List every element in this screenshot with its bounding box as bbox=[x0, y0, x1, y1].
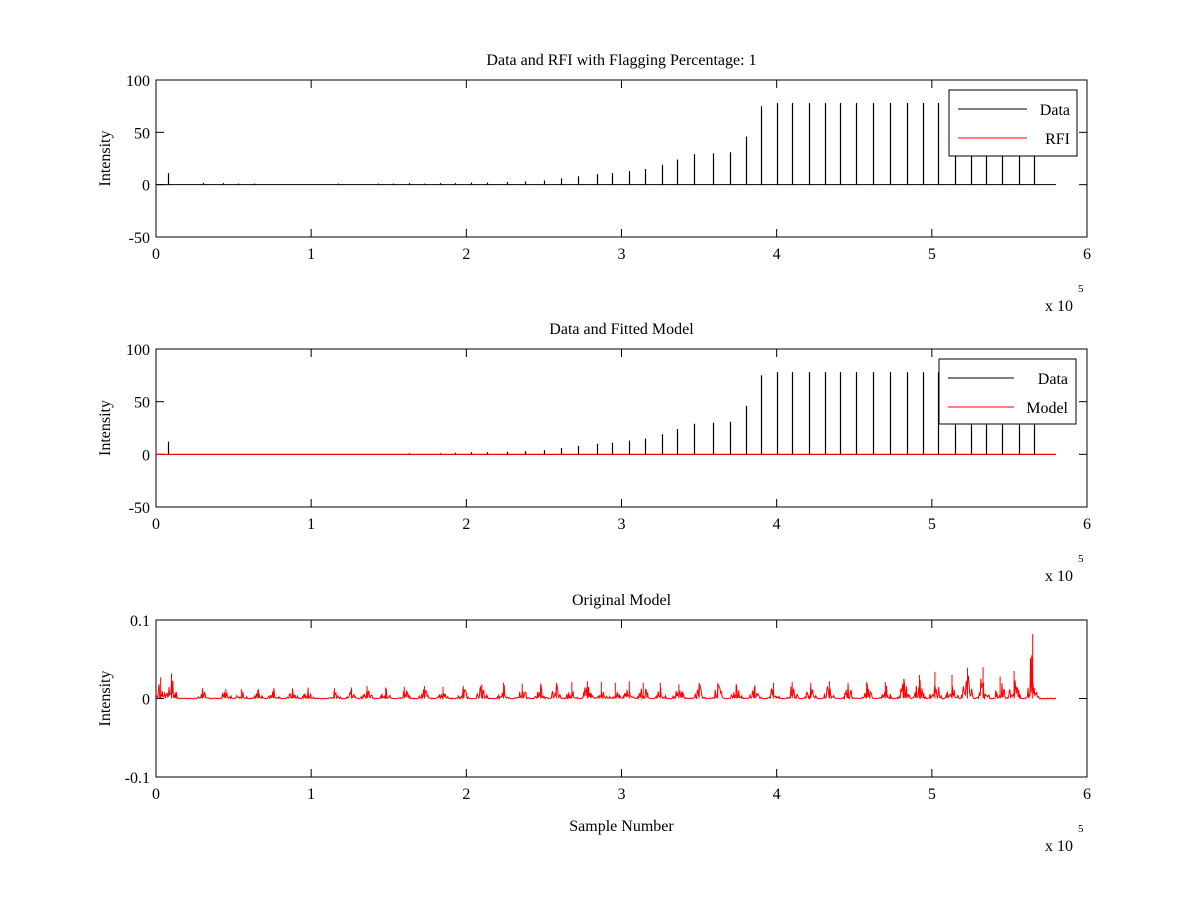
x-tick-label: 6 bbox=[1083, 516, 1091, 533]
plot-area bbox=[156, 634, 1057, 701]
legend-label: Model bbox=[1026, 400, 1068, 417]
y-tick-label: 100 bbox=[126, 73, 150, 90]
y-tick-label: 0 bbox=[142, 178, 150, 195]
y-tick-label: -50 bbox=[129, 230, 150, 247]
legend: Data Model bbox=[938, 358, 1077, 425]
x-tick-label: 2 bbox=[462, 786, 470, 803]
legend-label: RFI bbox=[1045, 131, 1070, 148]
y-axis-label: Intensity bbox=[97, 671, 114, 727]
x-multiplier-exponent: 5 bbox=[1078, 553, 1084, 565]
y-tick-label: -50 bbox=[129, 500, 150, 517]
x-tick-label: 1 bbox=[307, 516, 315, 533]
x-axis-label: Sample Number bbox=[569, 818, 674, 835]
x-tick-label: 2 bbox=[462, 246, 470, 263]
chart-title: Data and RFI with Flagging Percentage: 1 bbox=[486, 52, 756, 69]
y-tick-label: 0 bbox=[142, 447, 150, 464]
x-multiplier-exponent: 5 bbox=[1078, 823, 1084, 835]
x-tick-label: 0 bbox=[152, 516, 160, 533]
y-tick-label: -0.1 bbox=[125, 770, 150, 787]
legend-box bbox=[938, 358, 1077, 425]
x-tick-label: 6 bbox=[1083, 246, 1091, 263]
x-tick-label: 0 bbox=[152, 786, 160, 803]
x-multiplier-exponent: 5 bbox=[1078, 283, 1084, 295]
x-tick-label: 4 bbox=[773, 246, 781, 263]
y-axis-label: Intensity bbox=[97, 131, 114, 187]
x-tick-label: 4 bbox=[773, 516, 781, 533]
chart-title: Original Model bbox=[572, 592, 672, 609]
y-tick-label: 0.1 bbox=[130, 613, 150, 630]
legend-label: Data bbox=[1040, 102, 1070, 119]
legend-label: Data bbox=[1038, 371, 1068, 388]
chart-title: Data and Fitted Model bbox=[549, 321, 694, 338]
x-tick-label: 1 bbox=[307, 786, 315, 803]
x-tick-label: 3 bbox=[618, 516, 626, 533]
y-tick-label: 100 bbox=[126, 342, 150, 359]
x-tick-label: 3 bbox=[618, 246, 626, 263]
x-tick-label: 0 bbox=[152, 246, 160, 263]
x-tick-label: 5 bbox=[928, 246, 936, 263]
model-trace bbox=[156, 655, 1057, 701]
x-tick-label: 6 bbox=[1083, 786, 1091, 803]
x-tick-label: 3 bbox=[618, 786, 626, 803]
axes-frame bbox=[155, 79, 1088, 238]
x-tick-label: 4 bbox=[773, 786, 781, 803]
x-multiplier-base: x 10 bbox=[1045, 298, 1073, 315]
x-tick-label: 5 bbox=[928, 516, 936, 533]
x-multiplier-base: x 10 bbox=[1045, 568, 1073, 585]
x-tick-label: 2 bbox=[462, 516, 470, 533]
legend-box bbox=[948, 89, 1078, 157]
y-tick-label: 0 bbox=[142, 692, 150, 709]
legend: Data RFI bbox=[948, 89, 1078, 157]
plot-area bbox=[156, 372, 1056, 455]
x-tick-label: 5 bbox=[928, 786, 936, 803]
y-tick-label: 50 bbox=[134, 125, 150, 142]
y-tick-label: 50 bbox=[134, 395, 150, 412]
chart-panel-2: Data and Fitted Model Intensity 0 1 2 3 4 5 6 100… bbox=[97, 321, 1091, 585]
x-tick-label: 1 bbox=[307, 246, 315, 263]
y-axis-label: Intensity bbox=[97, 400, 114, 456]
x-multiplier-base: x 10 bbox=[1045, 838, 1073, 855]
chart-panel-1: Data and RFI with Flagging Percentage: 1… bbox=[97, 52, 1091, 315]
plot-area bbox=[156, 103, 1056, 186]
